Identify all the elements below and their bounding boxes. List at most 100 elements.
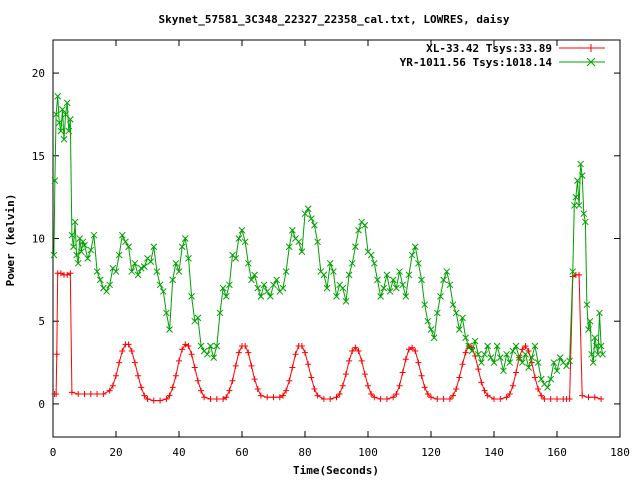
data-point (197, 342, 205, 350)
data-point (452, 309, 460, 317)
data-point (320, 271, 328, 279)
data-point (462, 334, 470, 342)
data-point (232, 362, 239, 369)
data-point (588, 350, 596, 358)
data-point (455, 326, 463, 333)
data-point (503, 394, 510, 401)
data-point (349, 347, 356, 354)
data-point (329, 268, 337, 275)
data-point (314, 238, 321, 246)
data-point (509, 382, 516, 389)
data-point (50, 251, 58, 259)
data-point (430, 334, 438, 342)
data-point (563, 362, 570, 370)
data-point (355, 226, 362, 234)
data-point (342, 298, 350, 305)
data-point (103, 288, 110, 295)
data-point (64, 271, 71, 278)
data-point (589, 359, 597, 366)
data-point (131, 259, 139, 267)
data-point (339, 284, 347, 292)
data-point (235, 349, 242, 356)
data-point (528, 354, 536, 361)
data-point (178, 243, 186, 251)
data-point (377, 293, 384, 300)
data-point (270, 281, 277, 289)
data-point (229, 377, 236, 384)
data-point (440, 395, 447, 402)
data-point (194, 377, 201, 384)
data-point (566, 395, 573, 402)
data-point (506, 359, 514, 366)
data-point (550, 359, 558, 366)
data-point (437, 293, 444, 300)
x-tick-label: 180 (610, 446, 630, 459)
y-tick-label: 5 (38, 315, 45, 328)
data-point (159, 288, 167, 295)
data-point (556, 354, 564, 361)
data-point (179, 346, 186, 353)
data-point (484, 392, 491, 399)
data-point (106, 281, 114, 289)
data-point (286, 377, 293, 384)
data-point (405, 346, 412, 353)
x-tick-label: 80 (298, 446, 311, 459)
data-point (63, 99, 71, 107)
data-point (131, 359, 138, 366)
data-point (298, 248, 306, 256)
data-point (140, 263, 148, 270)
data-point (141, 392, 148, 399)
data-point (57, 270, 64, 277)
data-point (577, 160, 584, 168)
data-point (292, 351, 299, 358)
data-point (201, 394, 208, 401)
data-point (580, 210, 588, 218)
data-point (232, 254, 240, 262)
data-point (273, 276, 281, 284)
data-point (128, 268, 136, 275)
data-point (342, 371, 349, 378)
data-point (175, 268, 183, 275)
data-point (594, 350, 602, 358)
data-point (113, 372, 119, 379)
data-point (116, 359, 123, 366)
data-point (96, 276, 104, 284)
data-point (333, 293, 340, 300)
data-point (390, 394, 397, 401)
data-point (66, 116, 74, 123)
data-point (134, 271, 142, 279)
data-point (125, 243, 132, 251)
data-point (547, 395, 554, 402)
data-point (544, 384, 551, 391)
data-point (569, 268, 577, 275)
data-point (79, 238, 87, 246)
data-point (51, 177, 59, 184)
data-point (434, 395, 441, 402)
data-point (566, 357, 573, 365)
data-point (411, 243, 419, 251)
y-tick-label: 10 (32, 233, 45, 246)
data-point (65, 127, 73, 135)
data-point (443, 268, 451, 275)
data-point (150, 397, 157, 404)
data-point (547, 375, 555, 383)
data-point (525, 364, 533, 371)
data-point (578, 172, 586, 179)
data-point (586, 317, 594, 325)
data-point (446, 281, 454, 289)
data-point (57, 127, 65, 135)
data-point (537, 375, 545, 383)
data-point (575, 202, 583, 209)
data-point (585, 326, 592, 333)
data-point (513, 369, 520, 376)
data-point (415, 259, 422, 267)
data-point (220, 395, 227, 402)
data-point (424, 317, 432, 325)
data-point (125, 341, 132, 348)
data-point (251, 376, 258, 383)
data-point (52, 111, 60, 118)
data-point (68, 389, 75, 396)
data-point (138, 384, 145, 391)
data-point (355, 347, 362, 354)
data-point (68, 231, 76, 239)
